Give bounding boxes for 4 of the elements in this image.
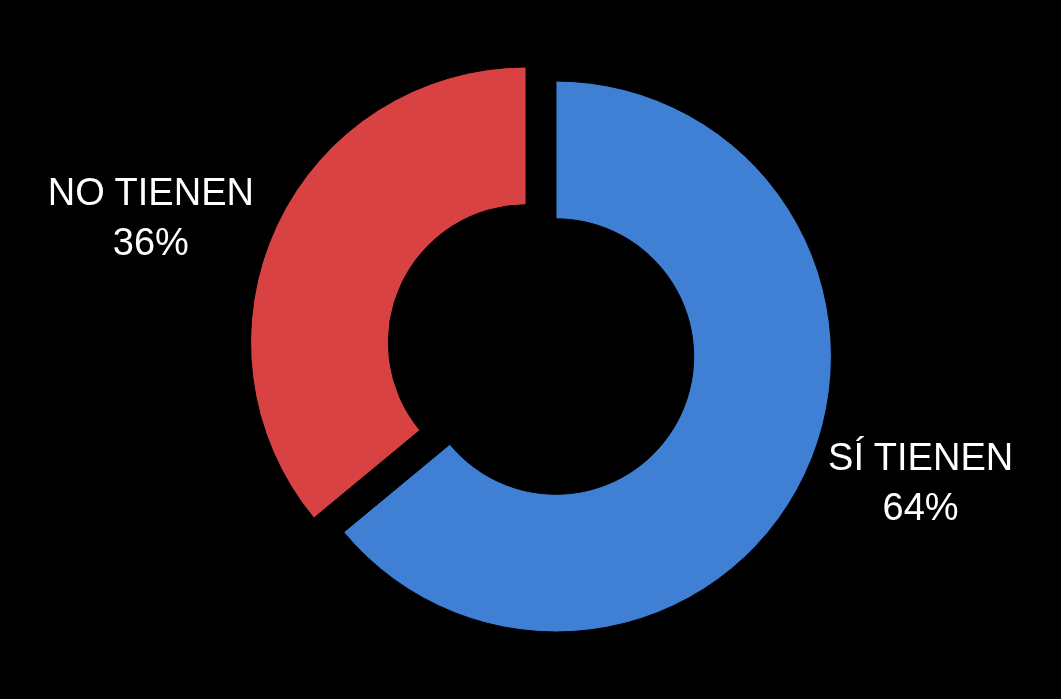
data-label: 36% (112, 220, 189, 263)
slice-label: NO TIENEN (47, 171, 254, 214)
data-label: 64% (882, 485, 959, 528)
slice-label: SÍ TIENEN (828, 436, 1014, 479)
